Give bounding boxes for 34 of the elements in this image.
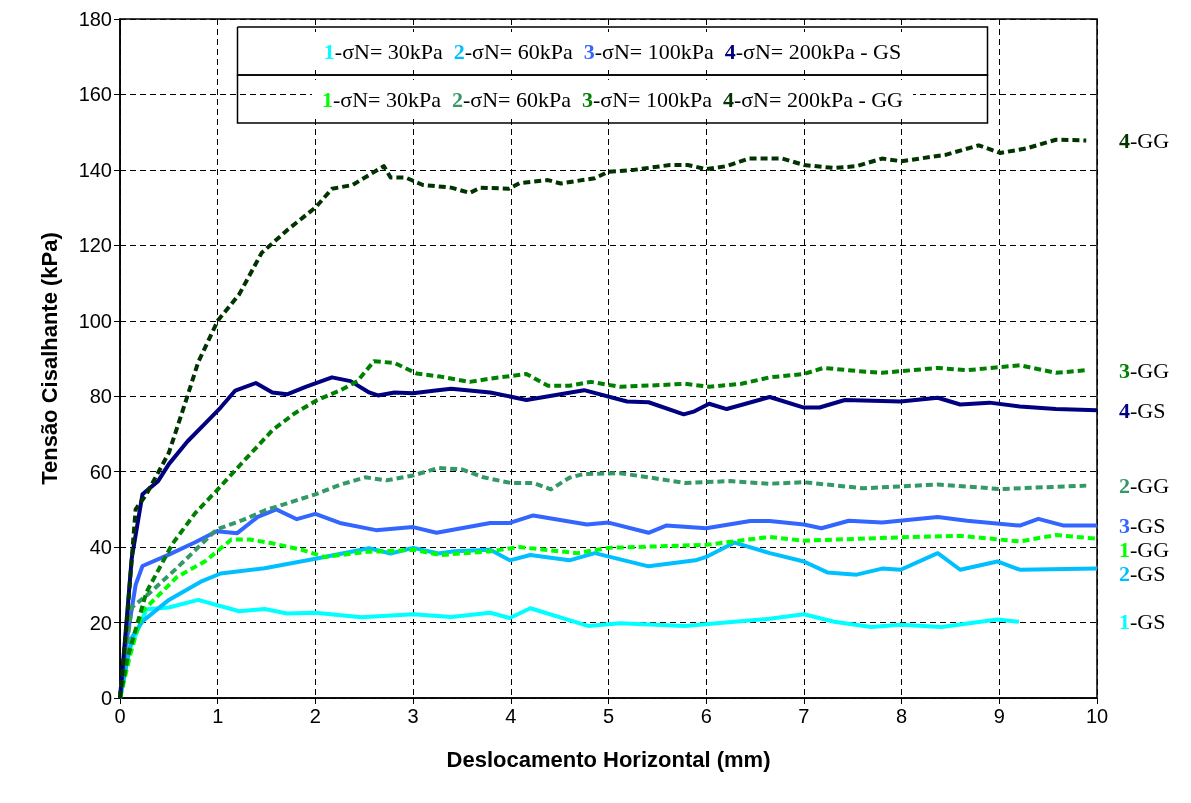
series-label: 4-GG bbox=[1119, 127, 1170, 153]
x-tick-label: 4 bbox=[505, 705, 517, 727]
x-axis-title: Deslocamento Horizontal (mm) bbox=[446, 746, 771, 772]
x-tick-label: 2 bbox=[309, 705, 321, 727]
y-tick-label: 140 bbox=[78, 158, 112, 181]
x-tick-label: 6 bbox=[700, 705, 712, 727]
series-label: 3-GS bbox=[1119, 513, 1166, 539]
y-tick-label: 180 bbox=[78, 8, 112, 30]
x-tick-label: 1 bbox=[212, 705, 224, 727]
y-tick-label: 100 bbox=[78, 309, 112, 332]
y-tick-label: 20 bbox=[89, 611, 112, 634]
y-tick-label: 120 bbox=[78, 234, 112, 257]
x-tick-label: 5 bbox=[602, 705, 615, 727]
x-tick-label: 9 bbox=[993, 705, 1005, 727]
annotation: 1-σN= 30kPa 2-σN= 60kPa 3-σN= 100kPa 4-σN= 200kPa - GS bbox=[323, 38, 902, 64]
line-series bbox=[118, 137, 1089, 700]
series-label: 3-GG bbox=[1119, 357, 1170, 383]
y-tick-label: 160 bbox=[78, 83, 112, 106]
y-tick-label: 0 bbox=[100, 687, 112, 709]
y-tick-label: 80 bbox=[89, 385, 112, 408]
y-tick-label: 40 bbox=[89, 536, 112, 559]
x-tick-label: 8 bbox=[896, 705, 908, 727]
series-label: 2-GS bbox=[1119, 561, 1166, 587]
x-tick-label: 0 bbox=[114, 705, 126, 727]
series-label: 1-GG bbox=[1119, 537, 1170, 563]
x-tick-label: 10 bbox=[1085, 705, 1109, 727]
annotation: 1-σN= 30kPa 2-σN= 60kPa 3-σN= 100kPa 4-σN= 200kPa - GG bbox=[321, 86, 904, 112]
text: 1-GS bbox=[1119, 609, 1166, 635]
series-label: 2-GG bbox=[1119, 473, 1170, 499]
y-axis-title: Tensão Cisalhante (kPa) bbox=[36, 232, 62, 485]
series-label: 4-GS bbox=[1119, 397, 1166, 423]
y-tick-label: 60 bbox=[89, 460, 112, 483]
x-tick-label: 3 bbox=[407, 705, 419, 727]
x-tick-label: 7 bbox=[798, 705, 810, 727]
